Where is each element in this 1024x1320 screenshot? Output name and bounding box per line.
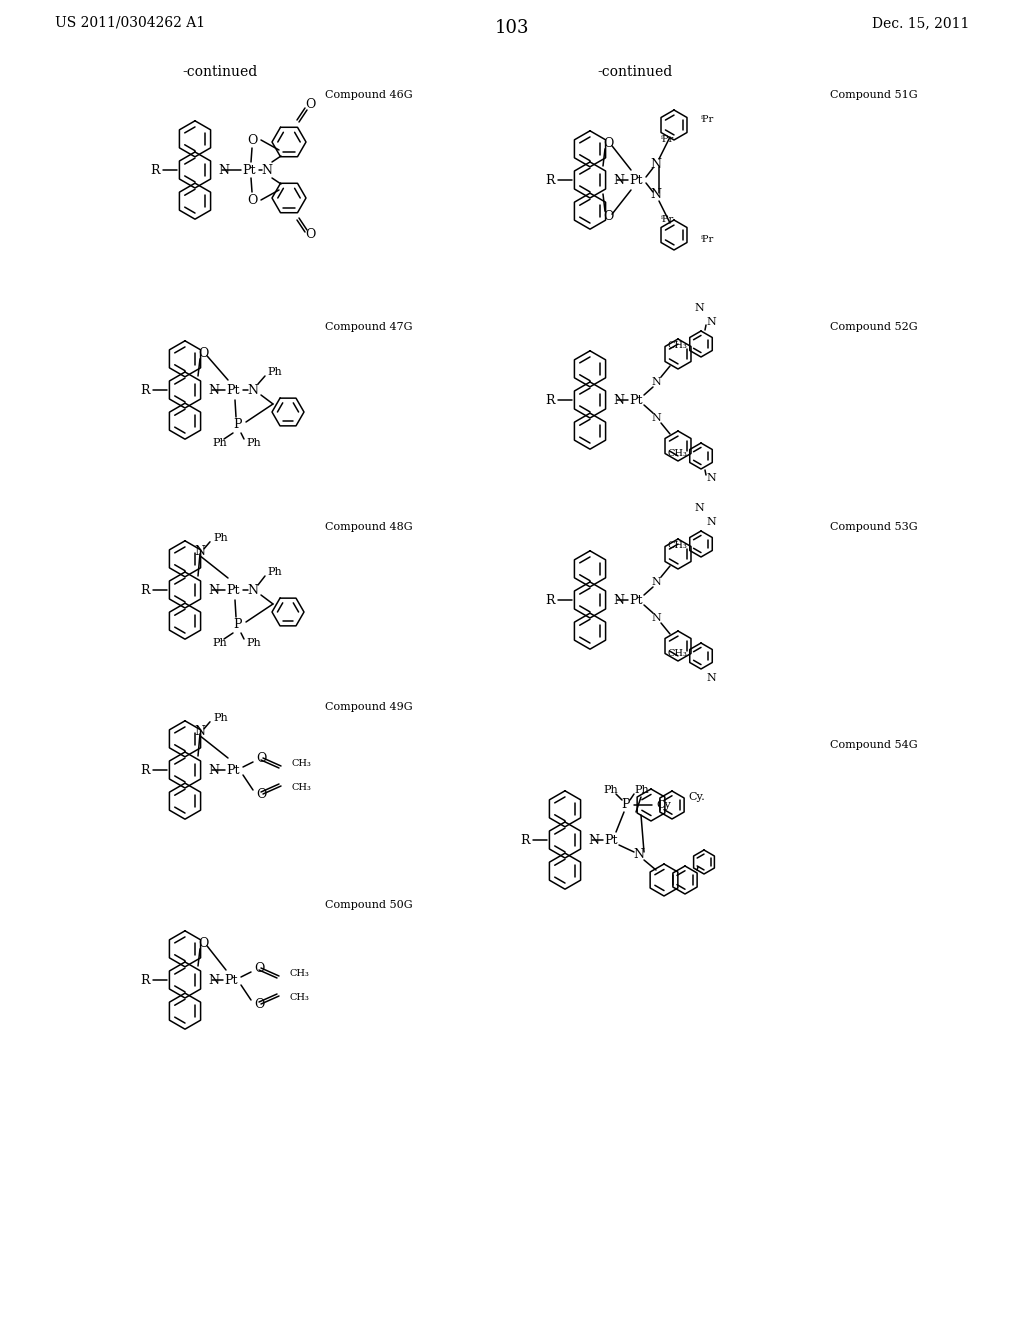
Text: N: N bbox=[706, 673, 716, 682]
Text: N: N bbox=[650, 189, 662, 202]
Text: Pt: Pt bbox=[226, 583, 240, 597]
Text: P: P bbox=[622, 799, 630, 812]
Text: O: O bbox=[305, 99, 315, 111]
Text: O: O bbox=[254, 998, 264, 1011]
Text: Ph: Ph bbox=[634, 785, 649, 795]
Text: Compound 46G: Compound 46G bbox=[325, 90, 413, 100]
Text: CH₃: CH₃ bbox=[668, 541, 688, 550]
Text: N: N bbox=[208, 583, 219, 597]
Text: O: O bbox=[198, 937, 208, 950]
Text: N: N bbox=[634, 849, 644, 862]
Text: CH₃: CH₃ bbox=[668, 342, 688, 351]
Text: O: O bbox=[247, 133, 257, 147]
Text: Compound 48G: Compound 48G bbox=[325, 521, 413, 532]
Text: N: N bbox=[195, 545, 206, 558]
Text: R: R bbox=[545, 173, 555, 186]
Text: Cy.: Cy. bbox=[688, 792, 705, 803]
Text: Ph: Ph bbox=[267, 568, 282, 577]
Text: ⁱPr: ⁱPr bbox=[701, 235, 715, 244]
Text: P: P bbox=[233, 418, 243, 432]
Text: N: N bbox=[208, 384, 219, 396]
Text: O: O bbox=[256, 788, 266, 800]
Text: Pt: Pt bbox=[630, 173, 643, 186]
Text: R: R bbox=[140, 763, 150, 776]
Text: N: N bbox=[651, 413, 660, 422]
Text: Pt: Pt bbox=[630, 393, 643, 407]
Text: Dec. 15, 2011: Dec. 15, 2011 bbox=[871, 16, 969, 30]
Text: R: R bbox=[140, 384, 150, 396]
Text: ⁱPr: ⁱPr bbox=[662, 215, 674, 224]
Text: Ph: Ph bbox=[213, 638, 227, 648]
Text: N: N bbox=[706, 473, 716, 483]
Text: R: R bbox=[545, 594, 555, 606]
Text: Ph: Ph bbox=[213, 438, 227, 447]
Text: O: O bbox=[256, 751, 266, 764]
Text: N: N bbox=[248, 583, 258, 597]
Text: N: N bbox=[706, 317, 716, 327]
Text: Compound 54G: Compound 54G bbox=[830, 741, 918, 750]
Text: US 2011/0304262 A1: US 2011/0304262 A1 bbox=[55, 16, 205, 30]
Text: Pt: Pt bbox=[226, 384, 240, 396]
Text: Ph: Ph bbox=[603, 785, 618, 795]
Text: Cy: Cy bbox=[656, 800, 671, 810]
Text: ⁱPr: ⁱPr bbox=[701, 116, 715, 124]
Text: N: N bbox=[613, 594, 624, 606]
Text: -continued: -continued bbox=[597, 65, 673, 79]
Text: Pt: Pt bbox=[224, 974, 238, 986]
Text: Compound 49G: Compound 49G bbox=[325, 702, 413, 711]
Text: N: N bbox=[694, 503, 703, 513]
Text: CH₃: CH₃ bbox=[291, 759, 311, 768]
Text: R: R bbox=[151, 164, 160, 177]
Text: CH₃: CH₃ bbox=[289, 969, 309, 978]
Text: R: R bbox=[520, 833, 529, 846]
Text: N: N bbox=[651, 612, 660, 623]
Text: N: N bbox=[248, 384, 258, 396]
Text: Compound 47G: Compound 47G bbox=[325, 322, 413, 333]
Text: N: N bbox=[694, 304, 703, 313]
Text: Ph: Ph bbox=[213, 713, 227, 723]
Text: N: N bbox=[651, 378, 660, 387]
Text: P: P bbox=[233, 619, 243, 631]
Text: O: O bbox=[254, 961, 264, 974]
Text: R: R bbox=[545, 393, 555, 407]
Text: -continued: -continued bbox=[182, 65, 258, 79]
Text: O: O bbox=[603, 210, 613, 223]
Text: N: N bbox=[588, 833, 599, 846]
Text: CH₃: CH₃ bbox=[668, 649, 688, 659]
Text: Pt: Pt bbox=[630, 594, 643, 606]
Text: N: N bbox=[651, 577, 660, 587]
Text: Pt: Pt bbox=[243, 164, 256, 177]
Text: R: R bbox=[140, 583, 150, 597]
Text: R: R bbox=[140, 974, 150, 986]
Text: Compound 50G: Compound 50G bbox=[325, 900, 413, 909]
Text: O: O bbox=[198, 347, 208, 360]
Text: Pt: Pt bbox=[226, 763, 240, 776]
Text: CH₃: CH₃ bbox=[668, 450, 688, 458]
Text: Compound 52G: Compound 52G bbox=[830, 322, 918, 333]
Text: O: O bbox=[603, 137, 613, 150]
Text: N: N bbox=[218, 164, 229, 177]
Text: CH₃: CH₃ bbox=[291, 784, 311, 792]
Text: Pt: Pt bbox=[604, 833, 617, 846]
Text: ⁱPr: ⁱPr bbox=[662, 136, 674, 144]
Text: Compound 53G: Compound 53G bbox=[830, 521, 918, 532]
Text: N: N bbox=[706, 517, 716, 527]
Text: CH₃: CH₃ bbox=[289, 994, 309, 1002]
Text: Compound 51G: Compound 51G bbox=[830, 90, 918, 100]
Text: Ph: Ph bbox=[213, 533, 227, 543]
Text: N: N bbox=[208, 974, 219, 986]
Text: Ph: Ph bbox=[246, 638, 261, 648]
Text: N: N bbox=[208, 763, 219, 776]
Text: N: N bbox=[613, 393, 624, 407]
Text: 103: 103 bbox=[495, 18, 529, 37]
Text: Ph: Ph bbox=[267, 367, 282, 378]
Text: N: N bbox=[261, 164, 272, 177]
Text: N: N bbox=[613, 173, 624, 186]
Text: Ph: Ph bbox=[246, 438, 261, 447]
Text: N: N bbox=[650, 158, 662, 172]
Text: O: O bbox=[247, 194, 257, 206]
Text: N: N bbox=[195, 725, 206, 738]
Text: O: O bbox=[305, 228, 315, 242]
